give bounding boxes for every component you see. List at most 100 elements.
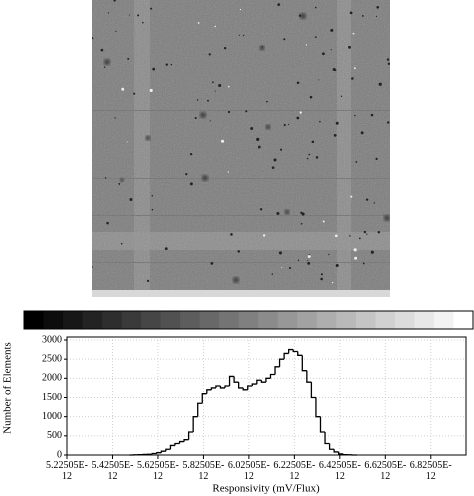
speck (237, 250, 240, 253)
speck (348, 45, 351, 49)
colorbar-swatch (258, 311, 279, 329)
speck (113, 0, 116, 2)
x-tick-label: 5.22505E- 12 (46, 460, 88, 482)
speck (376, 5, 380, 9)
spot (202, 175, 208, 181)
y-tick-label: 2000 (42, 373, 62, 384)
speck (220, 139, 225, 143)
speck (308, 254, 310, 256)
speck (228, 85, 230, 88)
speck (283, 123, 286, 127)
bar (278, 358, 285, 367)
speck (335, 121, 339, 125)
colorbar-swatch (316, 311, 337, 329)
speck (196, 99, 199, 101)
x-tick-label: 6.82505E- 12 (409, 460, 452, 482)
spot (145, 135, 151, 141)
bar (288, 348, 294, 354)
speck (360, 131, 364, 135)
colorbar-swatch (297, 311, 318, 329)
spot (233, 277, 239, 283)
speck (353, 248, 357, 252)
speck (283, 38, 286, 41)
speck (296, 81, 300, 85)
speck (262, 234, 266, 237)
speck (197, 22, 200, 24)
speck (377, 231, 381, 234)
x-axis-label: Responsivity (mV/Flux) (212, 483, 320, 495)
bar (315, 397, 321, 418)
speck (194, 116, 197, 120)
speck (120, 242, 123, 245)
speck (375, 157, 378, 161)
speck (358, 237, 361, 240)
speck (354, 114, 356, 117)
detector-image (92, 0, 390, 297)
colorbar-swatch (453, 311, 474, 329)
y-tick-label: 1000 (42, 411, 62, 422)
speck (149, 88, 153, 92)
speck (151, 208, 154, 211)
speck (300, 211, 303, 214)
speck (320, 277, 323, 281)
speck (259, 208, 263, 211)
x-tick-label: 6.42505E- 12 (318, 460, 361, 482)
y-tick-label: 3000 (42, 334, 62, 345)
speck (107, 12, 109, 14)
speck (307, 261, 311, 265)
colorbar-swatch (63, 311, 84, 329)
speck (362, 262, 365, 265)
bar (324, 432, 330, 445)
speck (127, 57, 130, 60)
speck (258, 145, 261, 149)
speck (350, 195, 353, 198)
bar (219, 386, 226, 389)
speck (386, 121, 390, 124)
bar (306, 370, 312, 383)
colorbar-swatch (433, 311, 454, 329)
speck (318, 79, 320, 81)
bar (183, 439, 189, 442)
y-tick-label: 1500 (42, 392, 62, 403)
histogram: 0 500 1000 1500 2000 2500 3000 (42, 334, 467, 460)
speck (238, 34, 240, 36)
speck (137, 14, 140, 17)
speck (296, 116, 300, 120)
colorbar-swatch (238, 311, 259, 329)
speck (365, 198, 369, 201)
bar (187, 431, 194, 440)
speck (314, 36, 317, 39)
speck (305, 44, 308, 46)
speck (281, 266, 283, 268)
speck (332, 67, 336, 71)
speck (128, 14, 130, 16)
colorbar-swatch (277, 311, 298, 329)
spot (259, 45, 265, 51)
spot (300, 13, 306, 19)
bar (237, 382, 244, 389)
bar (319, 416, 326, 433)
speck (373, 202, 375, 204)
bar (333, 449, 339, 453)
speck (207, 99, 209, 102)
speck (250, 127, 254, 130)
speck (276, 212, 280, 216)
speck (352, 32, 355, 35)
speck (208, 53, 211, 56)
speck (370, 250, 374, 254)
bar (206, 389, 212, 394)
speck (121, 87, 125, 91)
speck (349, 235, 351, 237)
speck (309, 95, 313, 99)
bar (156, 452, 162, 454)
speck (320, 273, 323, 276)
colorbar-swatch (394, 311, 415, 329)
speck (245, 110, 248, 113)
speck (189, 153, 193, 156)
speck (332, 281, 334, 284)
speck (363, 230, 367, 234)
speck (333, 134, 337, 137)
speck (150, 7, 153, 10)
speck (114, 117, 116, 119)
